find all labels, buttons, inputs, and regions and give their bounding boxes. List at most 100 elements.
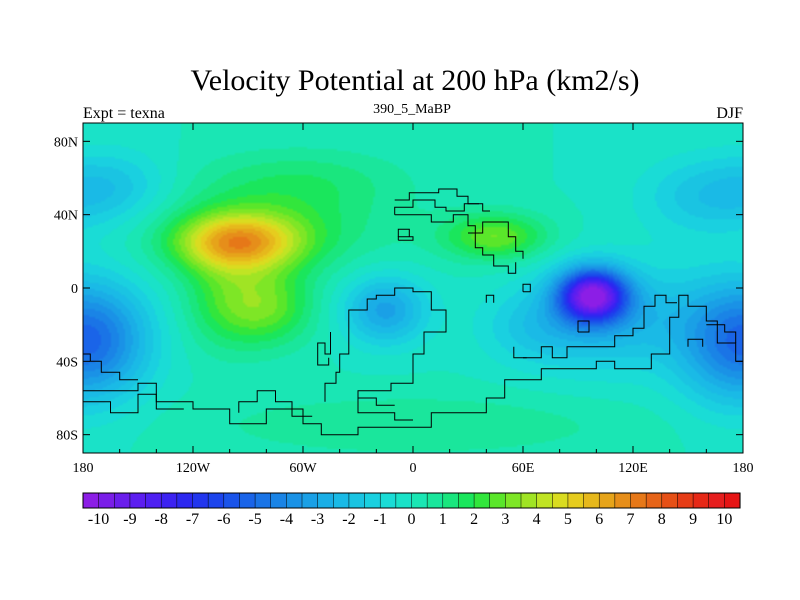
x-tick-label: 120W (176, 461, 211, 476)
y-axis: 80N 40N 0 40S 80S (54, 135, 743, 444)
colorbar-swatch (348, 492, 366, 509)
x-tick-label: 60E (512, 461, 535, 476)
map-plot-area (82, 122, 744, 454)
colorbar-swatch (426, 492, 444, 509)
colorbar-label: -4 (280, 511, 293, 528)
y-tick-label: 80N (54, 135, 78, 150)
chart-title: Velocity Potential at 200 hPa (km2/s) (190, 64, 639, 97)
colorbar-swatch (567, 492, 585, 509)
colorbar-label: -1 (374, 511, 387, 528)
colorbar-swatch (286, 492, 303, 509)
colorbar-label: -10 (88, 511, 109, 528)
colorbar-label: -7 (186, 511, 199, 528)
colorbar-swatch (145, 492, 162, 509)
y-tick-label: 80S (56, 429, 78, 444)
chart-subtitle: 390_5_MaBP (373, 102, 451, 117)
colorbar-label: 4 (533, 511, 541, 528)
colorbar-swatch (552, 492, 569, 509)
experiment-label: Expt = texna (83, 105, 165, 122)
colorbar-swatch (129, 492, 147, 509)
colorbar-swatch (724, 492, 741, 509)
colorbar-swatch (583, 492, 600, 509)
colorbar-label: -3 (311, 511, 324, 528)
coastline (83, 353, 138, 381)
coastline (83, 294, 743, 436)
x-tick-label: 180 (733, 461, 754, 476)
colorbar-swatch (630, 492, 647, 509)
colorbar-swatch (505, 492, 522, 509)
colorbar-swatch (379, 492, 397, 509)
coastline (485, 294, 495, 303)
colorbar-swatch (458, 492, 475, 509)
y-tick-label: 40N (54, 209, 78, 224)
x-tick-label: 60W (289, 461, 317, 476)
colorbar-label: -6 (217, 511, 230, 528)
colorbar-swatch (270, 492, 287, 509)
colorbar-swatch (333, 492, 350, 509)
colorbar-frame (82, 492, 741, 509)
x-tick-label: 0 (410, 461, 417, 476)
colorbar-swatch (98, 492, 115, 509)
coastline (324, 287, 447, 421)
coastline (706, 324, 737, 343)
x-axis: 180 120W 60W 0 60E 120E 180 (73, 123, 754, 476)
colorbar-label: 6 (595, 511, 603, 528)
colorbar-label: 10 (716, 511, 732, 528)
colorbar-swatch (614, 492, 632, 509)
colorbar-swatch (520, 492, 538, 509)
coastline-layer (83, 188, 743, 436)
colorbar-label: 8 (658, 511, 666, 528)
colorbar-swatch (645, 492, 663, 509)
y-tick-label: 0 (71, 282, 78, 297)
coastline (317, 332, 331, 366)
colorbar-swatch (192, 492, 209, 509)
colorbar-swatch (442, 492, 459, 509)
coastline (394, 199, 490, 215)
coastline (577, 320, 590, 333)
colorbar-label: 9 (689, 511, 697, 528)
coastline (578, 294, 677, 348)
colorbar-label: -8 (155, 511, 168, 528)
colorbar-label: 3 (501, 511, 509, 528)
colorbar-swatch (536, 492, 553, 509)
coastline (687, 338, 704, 347)
colorbar-swatch (708, 492, 725, 509)
colorbar-swatch (364, 492, 381, 509)
colorbar-swatch (301, 492, 319, 509)
colorbar-label: -9 (123, 511, 136, 528)
colorbar-swatch (317, 492, 334, 509)
y-tick-label: 40S (56, 355, 78, 370)
coastline (513, 346, 527, 359)
x-tick-label: 120E (618, 461, 648, 476)
colorbar-swatch (489, 492, 506, 509)
colorbar-label: 1 (439, 511, 447, 528)
colorbar-swatch (692, 492, 710, 509)
colorbar-swatch (473, 492, 491, 509)
coastline (394, 188, 479, 205)
colorbar-swatch (176, 492, 194, 509)
colorbar-label: 5 (564, 511, 572, 528)
colorbar-swatch (114, 492, 131, 509)
colorbar-swatch (598, 492, 616, 509)
x-tick-label: 180 (73, 461, 94, 476)
coastline (397, 228, 410, 237)
colorbar-label: 7 (627, 511, 635, 528)
season-label: DJF (716, 105, 743, 122)
colorbar-swatch (82, 492, 100, 509)
colorbar-swatch (395, 492, 413, 509)
colorbar-label: -5 (248, 511, 261, 528)
colorbar-label: 2 (470, 511, 478, 528)
colorbar: -10 -9 -8 -7 -6 -5 -4 -3 -2 -1 0 1 2 3 4 5 6 7 8 9 10 (82, 492, 741, 528)
colorbar-label: -2 (342, 511, 355, 528)
coastline (522, 283, 531, 293)
colorbar-swatch (254, 492, 272, 509)
coastline (358, 397, 395, 406)
colorbar-swatch (411, 492, 428, 509)
colorbar-swatch (661, 492, 678, 509)
coastline (495, 262, 517, 274)
coastline (83, 393, 184, 414)
colorbar-swatch (677, 492, 694, 509)
coastline (468, 232, 509, 267)
coastline (238, 390, 313, 417)
